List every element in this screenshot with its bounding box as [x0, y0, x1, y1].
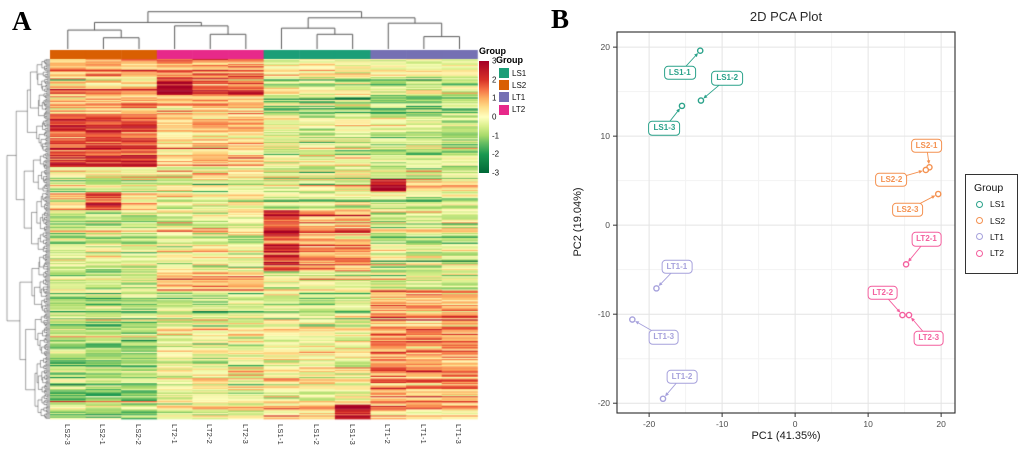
heatmap-column-label: LS1-3 — [347, 424, 357, 446]
heatmap-canvas — [0, 0, 540, 449]
pca-point-label: LS1-1 — [663, 65, 696, 81]
pca-point-LT2-2 — [899, 311, 906, 319]
heatmap-legend-label: LS2 — [512, 80, 527, 90]
heatmap-legend-item: LT2 — [499, 104, 526, 115]
pca-legend-item: LT2 — [966, 245, 1017, 261]
heatmap-legend-swatch — [499, 80, 509, 91]
pca-point-label: LS1-2 — [711, 71, 744, 86]
heatmap-legend-label: LT1 — [512, 92, 526, 102]
heatmap-column-label: LT1-3 — [454, 424, 464, 445]
pca-point-LT1-1 — [653, 285, 660, 292]
pca-x-tick-label: 0 — [792, 419, 798, 429]
heatmap-colorbar-tick: 3 — [492, 56, 497, 66]
pca-x-axis-label: PC1 (41.35%) — [751, 430, 821, 442]
pca-point-label: LT1-1 — [661, 259, 693, 275]
pca-x-tick-label: 10 — [863, 419, 873, 429]
heatmap-column-label: LT2-3 — [240, 424, 250, 445]
pca-legend-item: LS2 — [966, 212, 1017, 228]
pca-legend-label: LS1 — [990, 199, 1006, 210]
heatmap-colorbar-tick: 2 — [492, 75, 497, 85]
pca-legend-title: Group — [974, 182, 1004, 194]
pca-y-tick-label: 20 — [600, 42, 610, 53]
heatmap-colorbar-tick: -2 — [492, 149, 500, 159]
pca-legend-box: Group LS1 LS2 LT1 LT2 — [965, 174, 1018, 274]
pca-x-tick-label: -10 — [715, 419, 729, 429]
pca-legend-label: LT2 — [990, 248, 1005, 259]
pca-legend-point-icon — [976, 217, 983, 225]
pca-y-tick-label: -10 — [597, 309, 610, 320]
heatmap-column-label: LS2-1 — [98, 424, 108, 446]
heatmap-column-label: LT1-1 — [418, 424, 428, 445]
pca-point-label: LS1-3 — [648, 120, 681, 136]
pca-point-LT1-2 — [659, 395, 667, 403]
pca-point-LT2-3 — [905, 311, 913, 319]
pca-point-label: LT1-2 — [666, 369, 698, 384]
heatmap-legend-item: LS2 — [499, 80, 527, 91]
pca-legend-point-icon — [976, 200, 983, 208]
pca-y-tick-label: 0 — [605, 220, 610, 231]
heatmap-column-label: LS1-2 — [312, 424, 322, 446]
pca-point-LT1-3 — [629, 316, 636, 323]
pca-point-label: LT2-1 — [911, 232, 942, 247]
pca-y-axis-label: PC2 (19.04%) — [572, 187, 584, 257]
heatmap-column-label: LT2-1 — [169, 424, 179, 445]
heatmap-legend-swatch — [499, 68, 509, 78]
pca-point-LS1-1 — [696, 47, 704, 54]
heatmap-group-legend-title: Group — [496, 55, 523, 65]
heatmap-column-label: LS2-2 — [134, 424, 144, 446]
pca-legend-point-icon — [976, 233, 983, 241]
pca-title: 2D PCA Plot — [749, 9, 823, 24]
pca-point-label: LT2-3 — [913, 331, 945, 346]
pca-y-tick-label: -20 — [597, 398, 610, 409]
heatmap-colorbar-tick: -3 — [492, 168, 500, 178]
pca-point-label: LS2-1 — [910, 138, 943, 154]
heatmap-legend-swatch — [499, 92, 509, 103]
pca-point-LT2-1 — [902, 261, 910, 268]
heatmap-column-label: LS1-1 — [276, 424, 286, 446]
pca-x-tick-label: 20 — [936, 419, 946, 429]
heatmap-legend-item: LT1 — [499, 92, 526, 103]
pca-legend-item: LS1 — [966, 196, 1017, 212]
pca-point-label: LT1-3 — [648, 330, 680, 345]
heatmap-colorbar-tick: -1 — [492, 131, 500, 141]
heatmap-legend-label: LS1 — [512, 68, 527, 78]
pca-legend-item: LT1 — [966, 229, 1017, 245]
heatmap-column-label: LS2-3 — [62, 424, 72, 446]
pca-point-LS2-3 — [934, 190, 942, 198]
heatmap-column-label: LT1-2 — [383, 424, 393, 445]
pca-point-LS1-3 — [678, 102, 686, 110]
pca-point-label: LT2-2 — [867, 285, 899, 301]
pca-point-label: LS2-2 — [875, 172, 908, 187]
heatmap-legend-label: LT2 — [512, 105, 526, 115]
pca-point-LS2-1 — [926, 164, 933, 171]
pca-legend-label: LT1 — [990, 231, 1005, 242]
heatmap-colorbar — [479, 61, 489, 173]
pca-point-LS2-2 — [922, 166, 930, 174]
pca-x-tick-label: -20 — [642, 419, 656, 429]
pca-y-tick-label: 10 — [600, 131, 610, 142]
pca-legend-point-icon — [976, 249, 983, 257]
heatmap-colorbar-tick: 0 — [492, 112, 497, 122]
pca-point-LS1-2 — [697, 97, 705, 104]
heatmap-colorbar-tick: 1 — [492, 93, 497, 103]
panel-b-letter: B — [551, 4, 570, 34]
pca-legend-label: LS2 — [990, 215, 1006, 226]
pca-point-label: LS2-3 — [891, 202, 924, 218]
heatmap-column-label: LT2-2 — [205, 424, 215, 445]
heatmap-legend-swatch — [499, 104, 509, 115]
heatmap-annotation-title: Group — [479, 46, 506, 56]
heatmap-legend-item: LS1 — [499, 68, 526, 78]
